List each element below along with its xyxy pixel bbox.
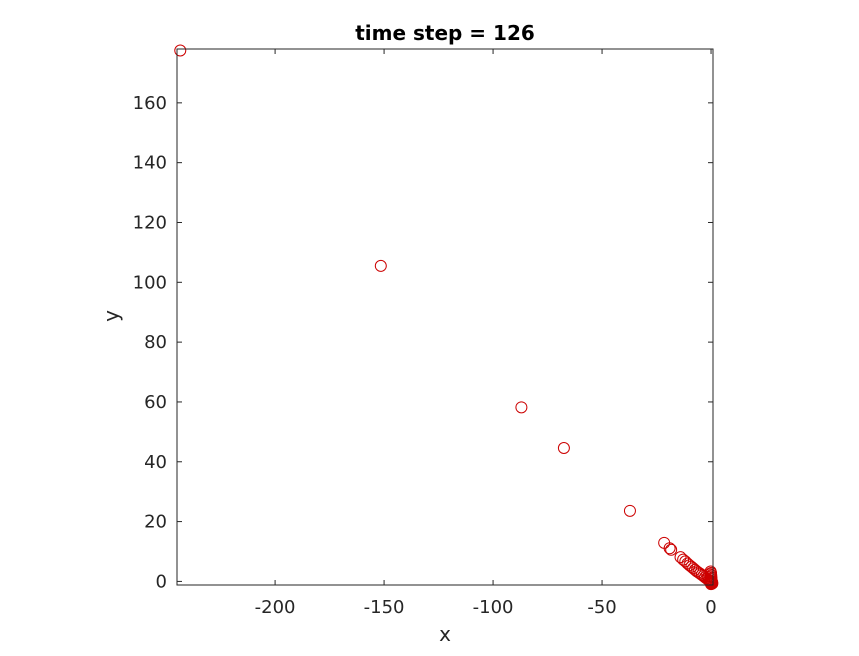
y-tick-label: 160 xyxy=(133,93,167,114)
x-tick-label: -50 xyxy=(587,597,616,618)
y-tick-label: 60 xyxy=(144,392,167,413)
data-point xyxy=(374,259,387,272)
y-axis-label: y xyxy=(99,310,123,322)
data-point xyxy=(174,44,187,57)
x-tick-label: 0 xyxy=(705,597,716,618)
chart-title: time step = 126 xyxy=(355,21,535,45)
y-tick-label: 120 xyxy=(133,212,167,233)
data-point xyxy=(674,551,687,564)
y-tick-label: 140 xyxy=(133,153,167,174)
y-tick-label: 40 xyxy=(144,452,167,473)
data-point xyxy=(557,442,570,455)
y-tick-label: 100 xyxy=(133,272,167,293)
data-point xyxy=(705,576,718,589)
data-point xyxy=(515,401,528,414)
x-tick-label: -200 xyxy=(255,597,296,618)
plot-area xyxy=(177,49,713,585)
data-point xyxy=(623,504,636,517)
y-tick-label: 80 xyxy=(144,332,167,353)
y-tick-label: 20 xyxy=(144,512,167,533)
data-point xyxy=(663,542,676,555)
y-tick-labels: 0 20 40 60 80 100 120 140 160 xyxy=(133,93,167,593)
x-tick-labels: -200 -150 -100 -50 0 xyxy=(255,597,717,618)
x-tick-label: -150 xyxy=(364,597,405,618)
x-tick-label: -100 xyxy=(473,597,514,618)
axes-box xyxy=(176,48,714,586)
y-tick-label: 0 xyxy=(156,571,167,592)
data-point xyxy=(665,543,678,556)
x-axis-label: x xyxy=(439,622,451,646)
